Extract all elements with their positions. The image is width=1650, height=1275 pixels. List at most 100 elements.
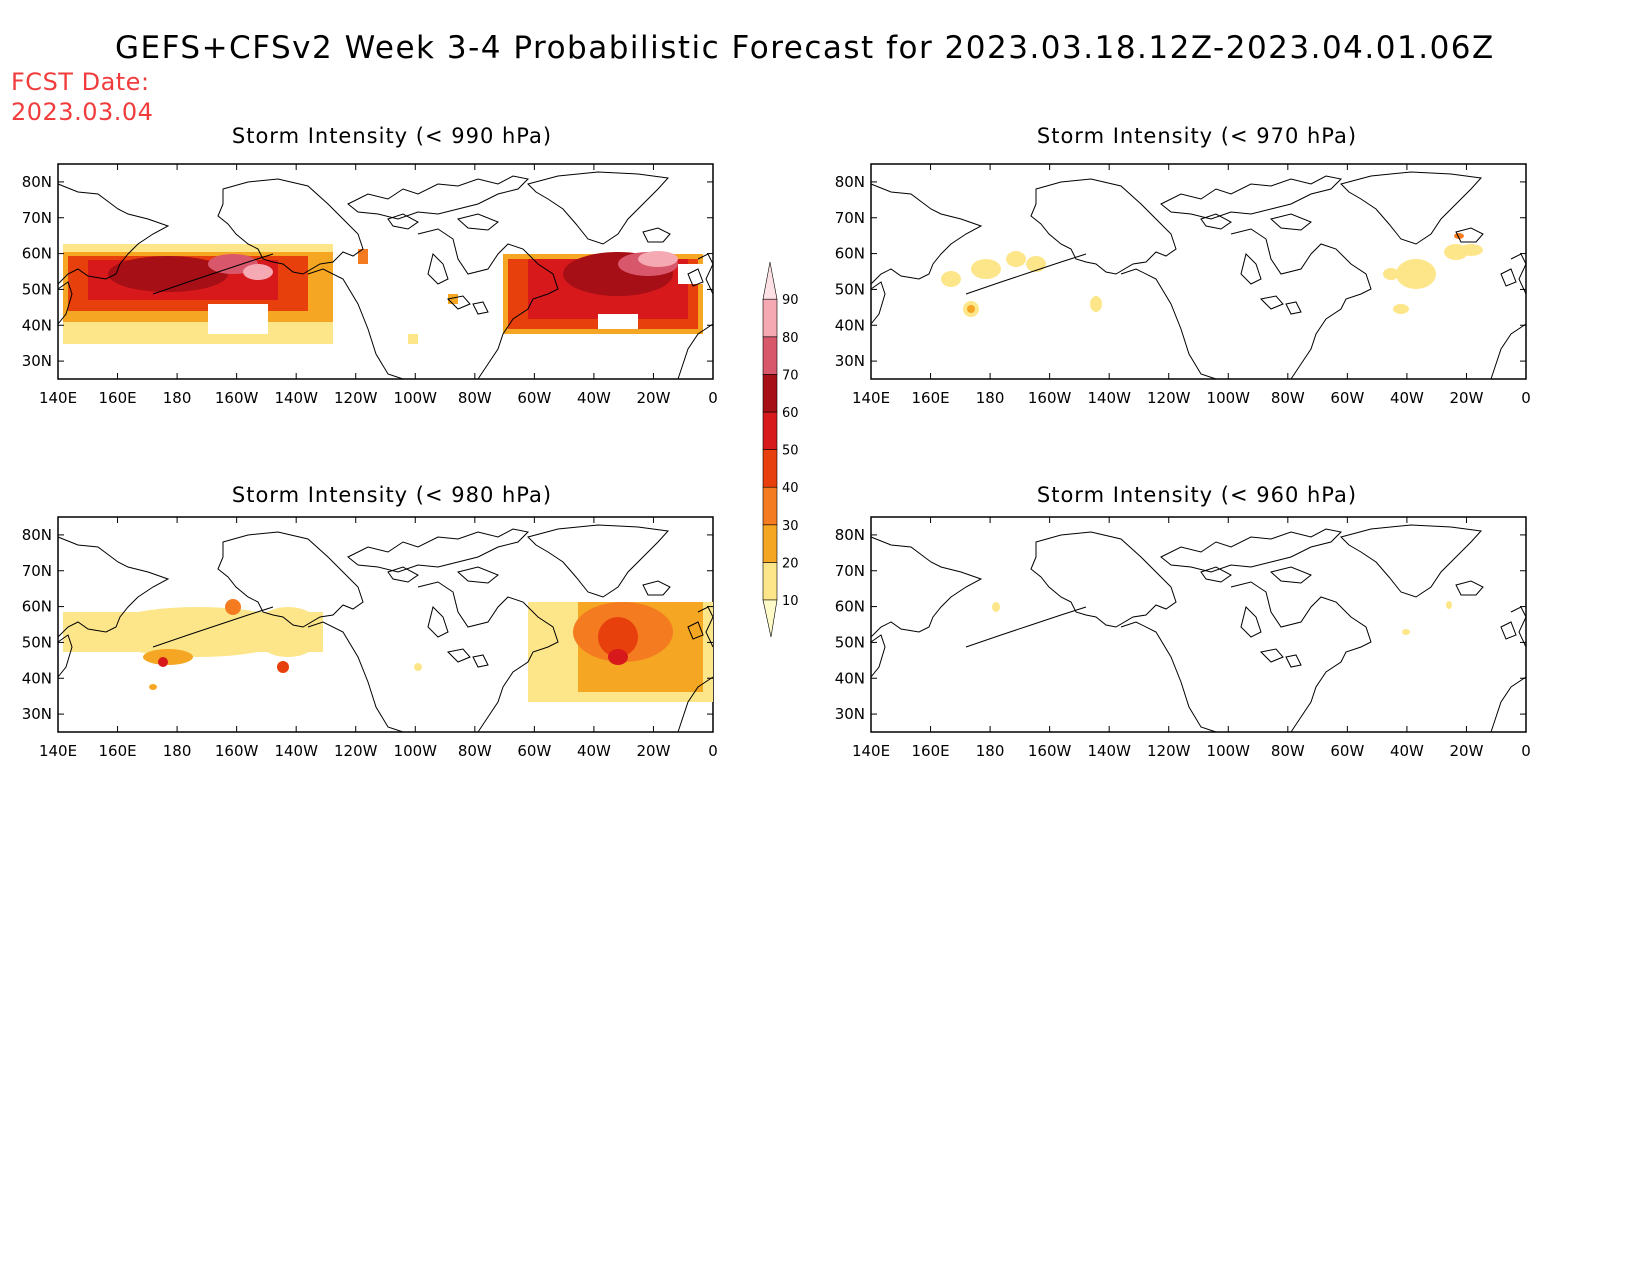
- lat-tick-label: 40N: [22, 316, 52, 334]
- lon-tick-label: 160W: [1028, 742, 1072, 760]
- lat-tick-label: 80N: [22, 526, 52, 544]
- lat-tick-label: 50N: [22, 280, 52, 298]
- colorbar-label: 80: [782, 331, 799, 346]
- lon-tick-label: 80W: [1271, 389, 1305, 407]
- lat-tick-label: 40N: [835, 316, 865, 334]
- colorbar-box: [762, 524, 778, 563]
- lon-tick-label: 100W: [394, 742, 438, 760]
- panel-frame: [57, 163, 714, 380]
- lat-tick-label: 80N: [835, 526, 865, 544]
- lon-tick-label: 120W: [334, 389, 378, 407]
- lon-tick-label: 160E: [911, 389, 949, 407]
- lon-tick-label: 160W: [215, 389, 259, 407]
- lon-tick-label: 160W: [215, 742, 259, 760]
- lon-tick-label: 100W: [1207, 742, 1251, 760]
- lat-tick-label: 80N: [22, 173, 52, 191]
- colorbar-box: [762, 336, 778, 375]
- lon-tick-label: 40W: [577, 389, 611, 407]
- lon-tick-label: 0: [708, 742, 718, 760]
- lon-tick-label: 160E: [911, 742, 949, 760]
- colorbar-label: 10: [782, 594, 799, 609]
- lat-tick-label: 80N: [835, 173, 865, 191]
- map-panel-p960: [992, 601, 1452, 635]
- lon-tick-label: 80W: [458, 742, 492, 760]
- lon-tick-label: 0: [1521, 389, 1531, 407]
- lon-tick-label: 140E: [852, 389, 890, 407]
- lon-tick-label: 60W: [1330, 389, 1364, 407]
- lon-tick-label: 140E: [39, 389, 77, 407]
- colorbar-label: 40: [782, 481, 799, 496]
- lon-tick-label: 40W: [1390, 742, 1424, 760]
- lon-tick-label: 160W: [1028, 389, 1072, 407]
- colorbar-box: [762, 449, 778, 488]
- panel-frame: [870, 516, 1527, 733]
- map-panel-p990: [63, 244, 703, 344]
- lon-tick-label: 100W: [394, 389, 438, 407]
- lon-tick-label: 180: [976, 389, 1005, 407]
- colorbar-label: 50: [782, 444, 799, 459]
- panel-title-970: Storm Intensity (< 970 hPa): [1036, 124, 1358, 148]
- panel-title-960: Storm Intensity (< 960 hPa): [1036, 483, 1358, 507]
- colorbar: 10 20 30 40 50 60 70 80 90: [762, 261, 799, 638]
- lon-tick-label: 0: [708, 389, 718, 407]
- lon-tick-label: 100W: [1207, 389, 1251, 407]
- colorbar-label: 20: [782, 556, 799, 571]
- colorbar-high-triangle: [762, 261, 778, 300]
- lon-tick-label: 40W: [577, 742, 611, 760]
- map-panel-p970: [941, 233, 1483, 317]
- lat-tick-label: 50N: [22, 633, 52, 651]
- lon-tick-label: 140E: [852, 742, 890, 760]
- colorbar-label: 70: [782, 368, 799, 383]
- lat-tick-label: 40N: [835, 669, 865, 687]
- lon-tick-label: 140W: [274, 742, 318, 760]
- lon-tick-label: 60W: [517, 389, 551, 407]
- panel-frame: [870, 163, 1527, 380]
- lon-tick-label: 120W: [1147, 742, 1191, 760]
- lat-tick-label: 60N: [835, 598, 865, 616]
- lon-tick-label: 60W: [1330, 742, 1364, 760]
- lon-tick-label: 180: [163, 389, 192, 407]
- lon-tick-label: 180: [976, 742, 1005, 760]
- lon-tick-label: 140E: [39, 742, 77, 760]
- lat-tick-label: 50N: [835, 280, 865, 298]
- coastline-p960: [870, 524, 1527, 733]
- fcst-date-label: FCST Date:: [11, 68, 150, 96]
- lat-tick-label: 30N: [835, 352, 865, 370]
- lat-tick-label: 30N: [835, 705, 865, 723]
- lat-tick-label: 30N: [22, 705, 52, 723]
- lon-tick-label: 80W: [458, 389, 492, 407]
- lon-tick-label: 160E: [98, 389, 136, 407]
- panel-title-980: Storm Intensity (< 980 hPa): [231, 483, 553, 507]
- colorbar-low-triangle: [762, 599, 778, 638]
- lat-tick-label: 70N: [22, 562, 52, 580]
- lon-tick-label: 0: [1521, 742, 1531, 760]
- lat-tick-label: 40N: [22, 669, 52, 687]
- panel-title-990: Storm Intensity (< 990 hPa): [231, 124, 553, 148]
- lat-tick-label: 60N: [835, 245, 865, 263]
- lon-tick-label: 140W: [1087, 389, 1131, 407]
- lon-tick-label: 80W: [1271, 742, 1305, 760]
- colorbar-box: [762, 486, 778, 526]
- lat-tick-label: 30N: [22, 352, 52, 370]
- lat-tick-label: 70N: [835, 209, 865, 227]
- lat-tick-label: 70N: [835, 562, 865, 580]
- colorbar-label: 60: [782, 406, 799, 421]
- colorbar-box: [762, 562, 778, 601]
- lon-tick-label: 20W: [1449, 742, 1483, 760]
- lon-tick-label: 20W: [636, 389, 670, 407]
- colorbar-box: [762, 411, 778, 450]
- map-panel-p980: [63, 599, 713, 702]
- fcst-date-value: 2023.03.04: [11, 98, 154, 126]
- lon-tick-label: 140W: [274, 389, 318, 407]
- main-title: GEFS+CFSv2 Week 3-4 Probabilistic Foreca…: [115, 30, 1495, 66]
- colorbar-box: [762, 374, 778, 413]
- lon-tick-label: 60W: [517, 742, 551, 760]
- lon-tick-label: 120W: [1147, 389, 1191, 407]
- lat-tick-label: 60N: [22, 598, 52, 616]
- lon-tick-label: 120W: [334, 742, 378, 760]
- lat-tick-label: 60N: [22, 245, 52, 263]
- colorbar-label: 30: [782, 519, 799, 534]
- lon-tick-label: 180: [163, 742, 192, 760]
- lon-tick-label: 20W: [636, 742, 670, 760]
